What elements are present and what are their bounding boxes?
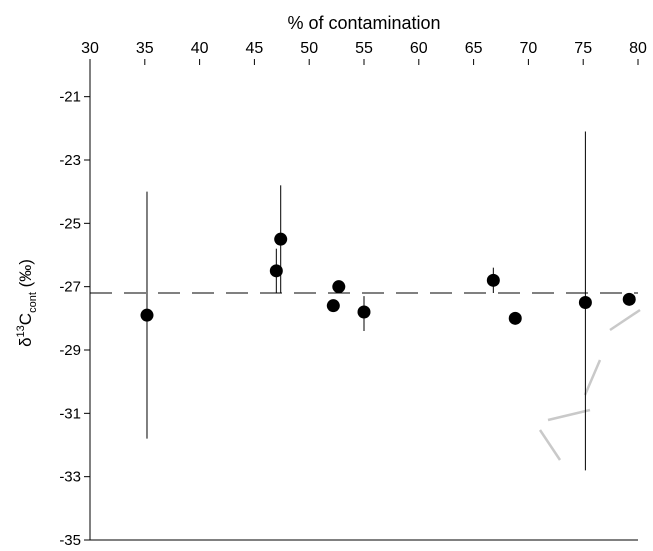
x-tick-label: 65 bbox=[465, 40, 483, 57]
data-point bbox=[140, 308, 154, 322]
y-tick-label: -29 bbox=[59, 342, 81, 359]
x-tick-label: 50 bbox=[300, 40, 318, 57]
x-tick-label: 70 bbox=[520, 40, 538, 57]
y-tick-label: -35 bbox=[59, 532, 81, 549]
y-tick-label: -27 bbox=[59, 279, 81, 296]
y-label-subscript: cont bbox=[27, 292, 39, 313]
data-point bbox=[486, 273, 500, 287]
y-tick-label: -21 bbox=[59, 89, 81, 106]
y-tick-label: -31 bbox=[59, 405, 81, 422]
x-tick-label: 55 bbox=[355, 40, 373, 57]
data-point bbox=[326, 299, 340, 313]
data-point bbox=[332, 280, 346, 294]
x-tick-label: 60 bbox=[410, 40, 428, 57]
data-point bbox=[269, 264, 283, 278]
y-label-unit: (‰) bbox=[16, 259, 35, 292]
data-point bbox=[274, 232, 288, 246]
y-label-superscript: 13 bbox=[15, 325, 27, 337]
x-tick-label: 30 bbox=[81, 40, 99, 57]
watermark bbox=[538, 308, 641, 461]
data-point bbox=[508, 311, 522, 325]
y-tick-label: -33 bbox=[59, 469, 81, 486]
x-tick-label: 75 bbox=[574, 40, 592, 57]
x-tick-label: 80 bbox=[629, 40, 647, 57]
y-tick-label: -25 bbox=[59, 215, 81, 232]
x-tick-label: 45 bbox=[246, 40, 264, 57]
data-point bbox=[357, 305, 371, 319]
x-tick-label: 40 bbox=[191, 40, 209, 57]
svg-text:δ13Ccont (‰): δ13Ccont (‰) bbox=[15, 259, 39, 347]
y-ticks: -21 -23 -25 -27 -29 -31 -33 -35 bbox=[59, 89, 90, 549]
x-axis-title: % of contamination bbox=[287, 13, 440, 33]
data-point bbox=[578, 296, 592, 309]
y-tick-label: -23 bbox=[59, 152, 81, 169]
data-point bbox=[622, 292, 636, 306]
y-axis-title: δ13Ccont (‰) bbox=[15, 259, 39, 347]
data-points bbox=[140, 131, 636, 471]
x-ticks: 30 35 40 45 50 55 60 65 70 75 80 bbox=[81, 40, 647, 65]
y-label-prefix: δ bbox=[16, 337, 35, 346]
x-tick-label: 35 bbox=[136, 40, 154, 57]
y-label-main: C bbox=[16, 313, 35, 325]
